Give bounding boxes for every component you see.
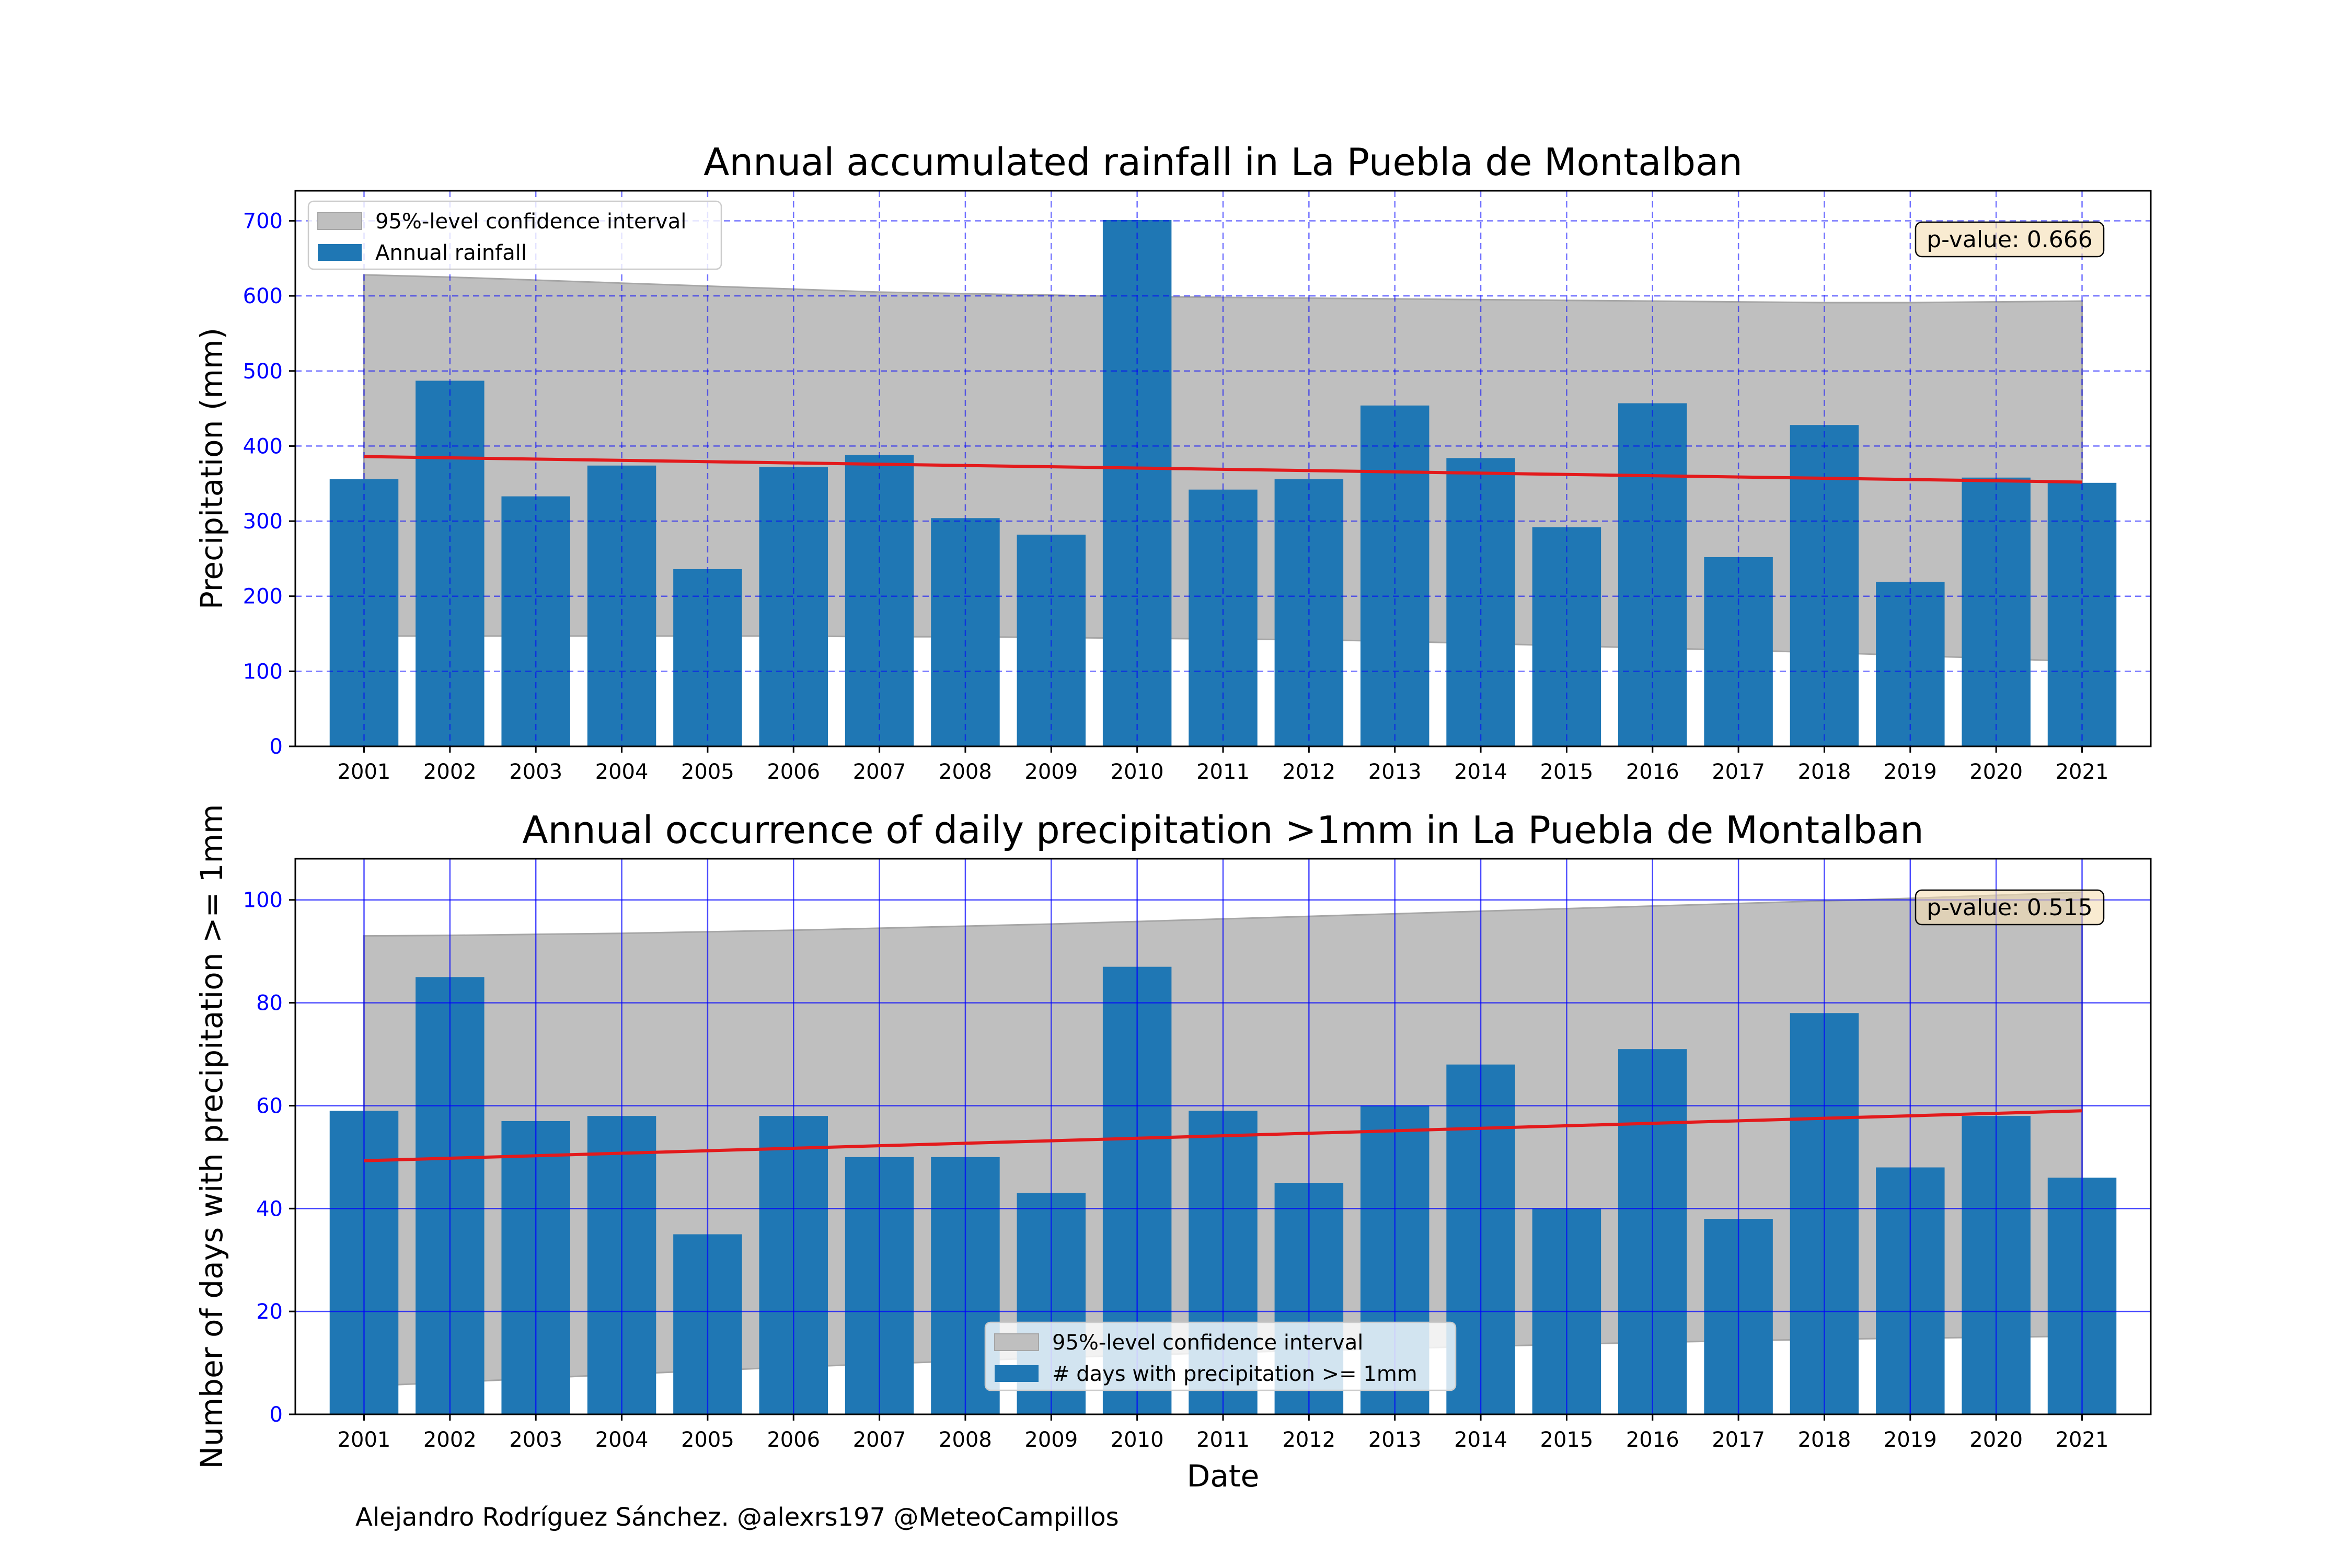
x-tick-label: 2006 (767, 1428, 820, 1452)
x-tick-label: 2005 (681, 760, 734, 784)
y-tick-label: 0 (270, 735, 283, 759)
x-tick-label: 2005 (681, 1428, 734, 1452)
x-tick-label: 2004 (595, 1428, 649, 1452)
x-tick-label: 2011 (1196, 760, 1250, 784)
x-tick-label: 2020 (1969, 1428, 2023, 1452)
x-tick-label: 2010 (1111, 760, 1164, 784)
x-tick-label: 2009 (1024, 760, 1078, 784)
x-tick-label: 2012 (1282, 1428, 1335, 1452)
x-tick-label: 2009 (1024, 1428, 1078, 1452)
bar-2006 (759, 467, 828, 746)
y-tick-label: 200 (243, 585, 283, 609)
y-axis-label: Precipitation (mm) (194, 328, 229, 609)
x-tick-label: 2001 (338, 760, 391, 784)
x-tick-label: 2021 (2056, 760, 2109, 784)
x-tick-label: 2002 (423, 760, 477, 784)
legend-box (307, 200, 722, 270)
chart-title: Annual accumulated rainfall in La Puebla… (704, 140, 1743, 184)
trend-line (364, 455, 2082, 484)
y-tick-label: 700 (243, 209, 283, 233)
legend-swatch-band (317, 212, 362, 230)
p-value-box (1915, 221, 2105, 258)
y-tick-label: 0 (270, 1403, 283, 1427)
x-tick-label: 2001 (338, 1428, 391, 1452)
x-tick-label: 2021 (2056, 1428, 2109, 1452)
bar-2013 (1360, 405, 1429, 746)
p-value-label: p-value: 0.515 (1927, 894, 2093, 921)
x-tick-label: 2017 (1712, 760, 1765, 784)
y-tick-label: 600 (243, 284, 283, 308)
y-tick-label: 20 (256, 1300, 283, 1324)
y-tick-label: 300 (243, 510, 283, 534)
x-tick-label: 2002 (423, 1428, 477, 1452)
x-tick-label: 2013 (1368, 760, 1422, 784)
bar-2004 (587, 465, 656, 746)
x-tick-label: 2018 (1798, 760, 1851, 784)
x-tick-label: 2015 (1540, 760, 1594, 784)
x-tick-label: 2016 (1626, 1428, 1679, 1452)
x-tick-label: 2006 (767, 760, 820, 784)
y-tick-label: 500 (243, 360, 283, 384)
x-tick-label: 2020 (1969, 760, 2023, 784)
x-tick-label: 2018 (1798, 1428, 1851, 1452)
y-tick-label: 40 (256, 1197, 283, 1221)
y-tick-label: 100 (243, 889, 283, 913)
legend-box (984, 1321, 1457, 1391)
x-tick-label: 2011 (1196, 1428, 1250, 1452)
legend-label-bar: Annual rainfall (375, 241, 527, 265)
legend-swatch-band (994, 1333, 1039, 1351)
legend-label-band: 95%-level confidence interval (375, 210, 686, 234)
y-tick-label: 80 (256, 991, 283, 1016)
x-tick-label: 2012 (1282, 760, 1335, 784)
x-tick-label: 2013 (1368, 1428, 1422, 1452)
x-tick-label: 2007 (853, 1428, 906, 1452)
y-axis-label: Number of days with precipitation >= 1mm (194, 804, 229, 1469)
legend-label-band: 95%-level confidence interval (1052, 1331, 1363, 1355)
p-value-box (1915, 889, 2105, 926)
x-tick-label: 2010 (1111, 1428, 1164, 1452)
chart-panel-1: 0 100 200 300 400 500 600 700 2001 2002 2003 2004 20… (194, 140, 2152, 784)
x-tick-label: 2008 (939, 760, 992, 784)
bar-2015 (1532, 527, 1601, 746)
x-axis-label: Date (1187, 1458, 1260, 1494)
x-tick-label: 2019 (1884, 760, 1937, 784)
legend-swatch-bar (318, 244, 362, 261)
legend-label-bar: # days with precipitation >= 1mm (1052, 1362, 1417, 1386)
x-tick-label: 2003 (509, 760, 562, 784)
chart-title: Annual occurrence of daily precipitation… (522, 808, 1923, 852)
credit-text: Alejandro Rodríguez Sánchez. @alexrs197 … (355, 1503, 1119, 1532)
chart-panel-2: 0 20 40 60 80 100 2001 2002 2003 2004 2005 2006 2007… (194, 804, 2152, 1494)
x-tick-label: 2004 (595, 760, 649, 784)
x-tick-label: 2019 (1884, 1428, 1937, 1452)
y-tick-label: 60 (256, 1094, 283, 1118)
x-tick-label: 2008 (939, 1428, 992, 1452)
bar-2016 (1618, 403, 1687, 746)
p-value-label: p-value: 0.666 (1927, 226, 2093, 253)
x-tick-label: 2014 (1454, 760, 1507, 784)
trend-line (364, 1109, 2082, 1162)
x-tick-label: 2016 (1626, 760, 1679, 784)
legend-swatch-bar (995, 1365, 1039, 1382)
x-tick-label: 2003 (509, 1428, 562, 1452)
y-tick-label: 100 (243, 660, 283, 684)
y-tick-label: 400 (243, 434, 283, 458)
x-tick-label: 2014 (1454, 1428, 1507, 1452)
x-tick-label: 2015 (1540, 1428, 1594, 1452)
x-tick-label: 2017 (1712, 1428, 1765, 1452)
x-tick-label: 2007 (853, 760, 906, 784)
